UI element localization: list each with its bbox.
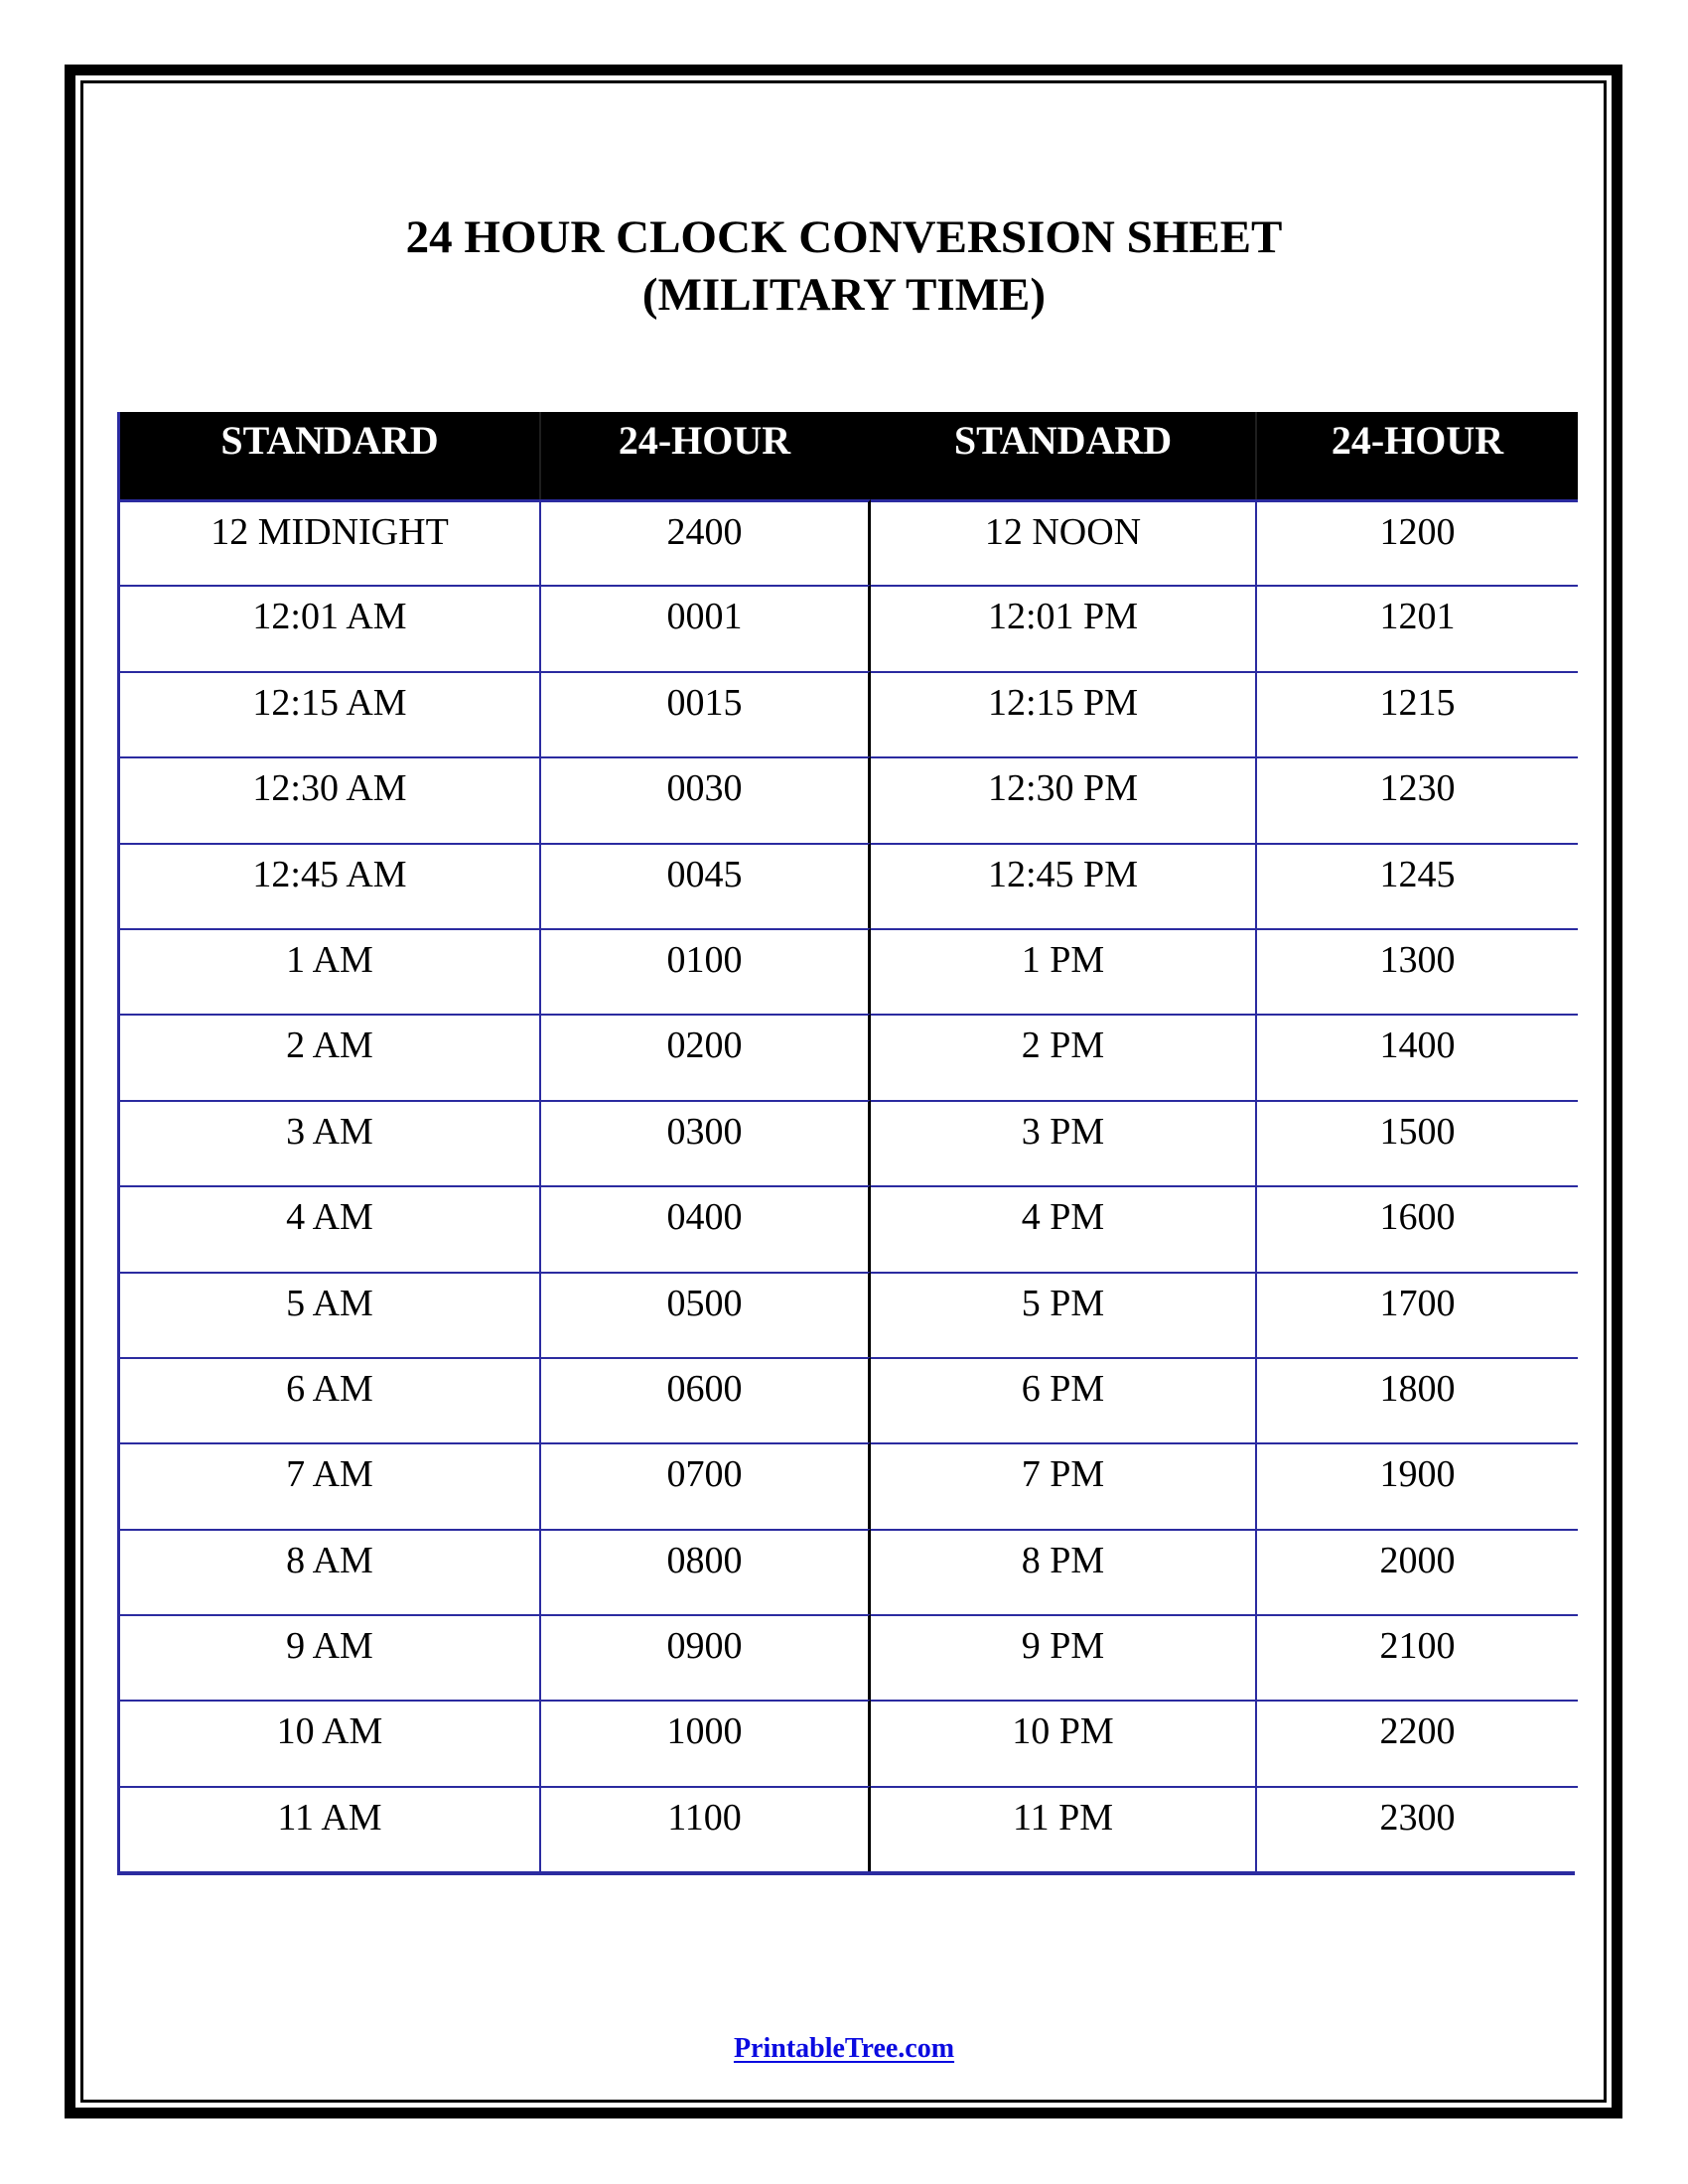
title-line-2: (MILITARY TIME) — [641, 269, 1047, 321]
military-time-cell: 0001 — [541, 585, 871, 671]
standard-time-cell: 12:30 AM — [120, 756, 541, 843]
standard-time-cell: 5 AM — [120, 1271, 541, 1357]
title-line-1: 24 HOUR CLOCK CONVERSION SHEET — [405, 211, 1283, 263]
military-time-cell: 1201 — [1257, 585, 1578, 671]
standard-time-cell: 10 AM — [120, 1700, 541, 1786]
military-time-cell: 1300 — [1257, 927, 1578, 1015]
standard-time-cell: 7 AM — [120, 1442, 541, 1529]
standard-time-cell: 12:15 PM — [871, 670, 1257, 757]
military-time-cell: 0045 — [541, 842, 871, 928]
military-time-cell: 1245 — [1257, 842, 1578, 928]
military-time-cell: 1230 — [1257, 756, 1578, 843]
military-time-cell: 0200 — [541, 1014, 871, 1100]
standard-time-cell: 12:45 PM — [871, 842, 1257, 928]
standard-time-cell: 9 AM — [120, 1614, 541, 1701]
military-time-cell: 2400 — [541, 499, 871, 586]
column-header-24hour-right: 24-HOUR — [1257, 412, 1578, 499]
standard-time-cell: 1 PM — [871, 927, 1257, 1015]
military-time-cell: 0500 — [541, 1271, 871, 1357]
standard-time-cell: 2 PM — [871, 1014, 1257, 1100]
military-time-cell: 0015 — [541, 670, 871, 757]
military-time-cell: 2000 — [1257, 1528, 1578, 1615]
military-time-cell: 1400 — [1257, 1014, 1578, 1100]
standard-time-cell: 12:01 PM — [871, 585, 1257, 671]
standard-time-cell: 6 AM — [120, 1356, 541, 1443]
military-time-cell: 1100 — [541, 1785, 871, 1872]
column-header-standard-left: STANDARD — [120, 412, 541, 499]
standard-time-cell: 12:30 PM — [871, 756, 1257, 843]
military-time-cell: 1600 — [1257, 1185, 1578, 1272]
column-header-standard-right: STANDARD — [871, 412, 1257, 499]
standard-time-cell: 3 AM — [120, 1099, 541, 1186]
standard-time-cell: 11 PM — [871, 1785, 1257, 1872]
standard-time-cell: 4 PM — [871, 1185, 1257, 1272]
military-time-cell: 0600 — [541, 1356, 871, 1443]
military-time-cell: 2100 — [1257, 1614, 1578, 1701]
printabletree-link[interactable]: PrintableTree.com — [733, 2033, 955, 2064]
page-border-outer — [65, 65, 1622, 2118]
page-border-inner — [80, 80, 1607, 2103]
military-time-cell: 0300 — [541, 1099, 871, 1186]
military-time-cell: 1000 — [541, 1700, 871, 1786]
standard-time-cell: 8 PM — [871, 1528, 1257, 1615]
military-time-cell: 1200 — [1257, 499, 1578, 586]
military-time-cell: 2200 — [1257, 1700, 1578, 1786]
standard-time-cell: 12:15 AM — [120, 670, 541, 757]
standard-time-cell: 7 PM — [871, 1442, 1257, 1529]
military-time-cell: 1700 — [1257, 1271, 1578, 1357]
standard-time-cell: 12 MIDNIGHT — [120, 499, 541, 586]
footer: PrintableTree.com — [0, 2033, 1688, 2065]
standard-time-cell: 8 AM — [120, 1528, 541, 1615]
document-title: 24 HOUR CLOCK CONVERSION SHEET (MILITARY … — [0, 208, 1688, 324]
standard-time-cell: 10 PM — [871, 1700, 1257, 1786]
standard-time-cell: 12 NOON — [871, 499, 1257, 586]
standard-time-cell: 4 AM — [120, 1185, 541, 1272]
military-time-cell: 1500 — [1257, 1099, 1578, 1186]
military-time-cell: 0900 — [541, 1614, 871, 1701]
standard-time-cell: 1 AM — [120, 927, 541, 1015]
military-time-cell: 0700 — [541, 1442, 871, 1529]
standard-time-cell: 12:01 AM — [120, 585, 541, 671]
standard-time-cell: 9 PM — [871, 1614, 1257, 1701]
military-time-cell: 0800 — [541, 1528, 871, 1615]
standard-time-cell: 12:45 AM — [120, 842, 541, 928]
military-time-cell: 0100 — [541, 927, 871, 1015]
military-time-cell: 0400 — [541, 1185, 871, 1272]
standard-time-cell: 2 AM — [120, 1014, 541, 1100]
military-time-cell: 1900 — [1257, 1442, 1578, 1529]
standard-time-cell: 6 PM — [871, 1356, 1257, 1443]
standard-time-cell: 5 PM — [871, 1271, 1257, 1357]
military-time-cell: 2300 — [1257, 1785, 1578, 1872]
standard-time-cell: 3 PM — [871, 1099, 1257, 1186]
military-time-cell: 1800 — [1257, 1356, 1578, 1443]
standard-time-cell: 11 AM — [120, 1785, 541, 1872]
military-time-cell: 0030 — [541, 756, 871, 843]
column-header-24hour-left: 24-HOUR — [541, 412, 871, 499]
conversion-table: STANDARD 24-HOUR STANDARD 24-HOUR 12 MID… — [117, 412, 1578, 1876]
military-time-cell: 1215 — [1257, 670, 1578, 757]
